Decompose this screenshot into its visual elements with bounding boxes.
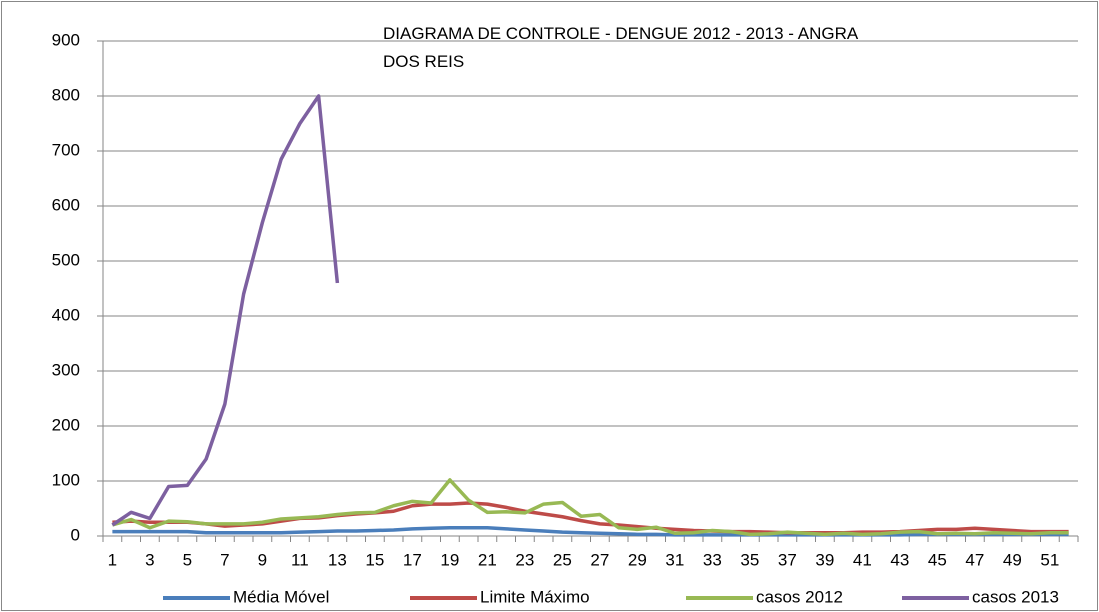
x-tick-label: 3 — [145, 550, 154, 569]
x-tick-label: 37 — [778, 550, 797, 569]
y-tick-label: 300 — [52, 360, 80, 379]
y-tick-label: 200 — [52, 415, 80, 434]
x-tick-label: 35 — [740, 550, 759, 569]
x-tick-label: 5 — [183, 550, 192, 569]
x-tick-label: 13 — [328, 550, 347, 569]
x-tick-label: 15 — [365, 550, 384, 569]
legend-label: Limite Máximo — [480, 587, 590, 606]
x-tick-label: 27 — [590, 550, 609, 569]
y-tick-label: 100 — [52, 470, 80, 489]
x-tick-label: 45 — [928, 550, 947, 569]
y-tick-label: 900 — [52, 30, 80, 49]
x-tick-label: 33 — [703, 550, 722, 569]
x-tick-label: 23 — [515, 550, 534, 569]
y-tick-label: 700 — [52, 140, 80, 159]
series-line — [111, 94, 340, 527]
y-tick-label: 600 — [52, 195, 80, 214]
x-tick-label: 25 — [553, 550, 572, 569]
chart-title: DIAGRAMA DE CONTROLE - DENGUE 2012 - 201… — [383, 24, 858, 71]
x-tick-label: 9 — [258, 550, 267, 569]
legend-label: casos 2012 — [756, 587, 843, 606]
x-tick-label: 31 — [665, 550, 684, 569]
x-tick-label: 47 — [965, 550, 984, 569]
y-tick-label: 800 — [52, 85, 80, 104]
x-tick-label: 43 — [890, 550, 909, 569]
series-line — [112, 526, 1069, 537]
y-tick-label: 400 — [52, 305, 80, 324]
x-tick-label: 11 — [291, 550, 309, 569]
x-tick-label: 17 — [403, 550, 422, 569]
x-tick-label: 19 — [440, 550, 459, 569]
y-tick-label: 0 — [71, 525, 80, 544]
x-tick-label: 41 — [853, 550, 872, 569]
x-tick-label: 7 — [220, 550, 229, 569]
y-tick-label: 500 — [52, 250, 80, 269]
x-tick-label: 39 — [815, 550, 834, 569]
x-tick-label: 51 — [1040, 550, 1059, 569]
x-tick-label: 1 — [108, 550, 117, 569]
x-tick-label: 49 — [1003, 550, 1022, 569]
legend-label: Média Móvel — [233, 587, 329, 606]
series-line — [111, 478, 1069, 537]
x-tick-label: 21 — [478, 550, 497, 569]
legend-label: casos 2013 — [972, 587, 1059, 606]
x-tick-label: 29 — [628, 550, 647, 569]
